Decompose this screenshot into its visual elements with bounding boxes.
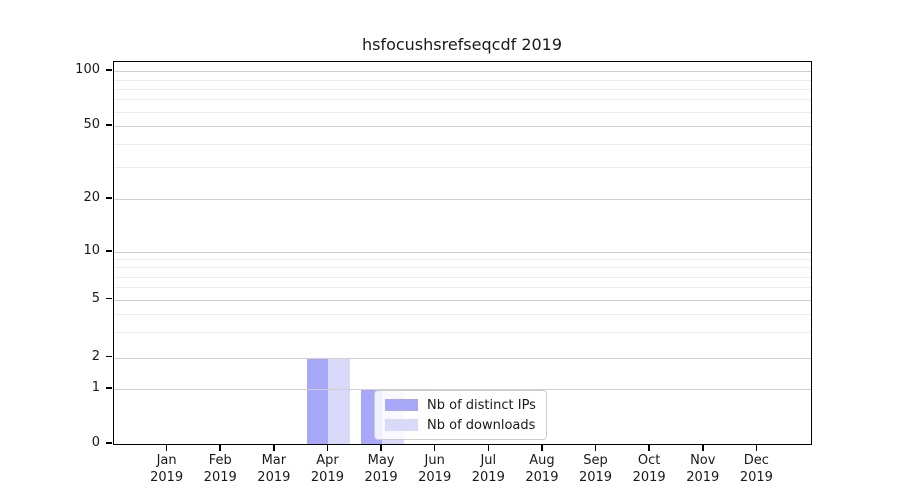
major-gridline-50 — [114, 126, 811, 128]
x-tick-label-sep: Sep 2019 — [578, 453, 613, 485]
major-gridline-100 — [114, 71, 811, 73]
y-tick-mark-50 — [106, 124, 112, 126]
x-tick-label-mar: Mar 2019 — [257, 453, 291, 485]
x-tick-mark-aug — [541, 444, 543, 451]
minor-gridline-90 — [114, 79, 811, 81]
legend-label: Nb of distinct IPs — [427, 397, 536, 413]
y-tick-label-10: 10 — [83, 243, 100, 259]
x-tick-label-dec: Dec 2019 — [739, 453, 773, 485]
bar-nb-of-distinct-ips-apr — [306, 357, 329, 444]
x-tick-label-jul: Jul 2019 — [471, 453, 505, 485]
legend-label: Nb of downloads — [427, 417, 536, 433]
minor-gridline-3 — [114, 331, 811, 333]
y-tick-mark-5 — [106, 297, 112, 300]
y-tick-label-100: 100 — [75, 62, 100, 78]
x-tick-mark-oct — [648, 444, 650, 451]
bar-nb-of-downloads-apr — [328, 357, 350, 444]
x-tick-mark-mar — [273, 444, 275, 451]
x-tick-mark-jan — [165, 444, 168, 451]
x-tick-label-jan: Jan 2019 — [150, 453, 184, 485]
y-tick-label-5: 5 — [91, 290, 100, 306]
x-tick-mark-sep — [594, 444, 597, 451]
y-tick-label-2: 2 — [91, 348, 100, 364]
minor-gridline-4 — [114, 313, 811, 315]
x-tick-mark-apr — [326, 444, 329, 451]
x-tick-label-may: May 2019 — [364, 453, 398, 485]
legend-swatch — [385, 399, 418, 411]
x-tick-mark-jul — [487, 444, 490, 451]
major-gridline-2 — [114, 357, 811, 359]
x-tick-label-jun: Jun 2019 — [418, 453, 452, 485]
minor-gridline-80 — [114, 88, 811, 90]
x-tick-label-nov: Nov 2019 — [686, 453, 720, 485]
minor-gridline-60 — [114, 111, 811, 113]
major-gridline-1 — [114, 388, 811, 390]
minor-gridline-70 — [114, 99, 811, 101]
minor-gridline-6 — [114, 287, 811, 289]
x-tick-label-aug: Aug 2019 — [525, 453, 559, 485]
x-tick-mark-feb — [219, 444, 221, 451]
y-tick-label-50: 50 — [83, 117, 100, 133]
minor-gridline-9 — [114, 259, 811, 261]
x-tick-mark-jun — [433, 444, 436, 451]
minor-gridline-8 — [114, 267, 811, 269]
minor-gridline-7 — [114, 276, 811, 278]
major-gridline-5 — [114, 299, 811, 301]
legend-swatch — [385, 419, 418, 431]
chart-title: hsfocushsrefseqcdf 2019 — [361, 35, 563, 54]
y-tick-label-20: 20 — [83, 189, 100, 205]
major-gridline-20 — [114, 198, 811, 200]
y-tick-mark-2 — [106, 355, 112, 358]
y-tick-mark-1 — [106, 387, 112, 389]
y-tick-mark-100 — [106, 69, 112, 71]
minor-gridline-30 — [114, 166, 811, 168]
x-tick-mark-dec — [755, 444, 758, 451]
major-gridline-10 — [114, 252, 811, 254]
x-tick-label-feb: Feb 2019 — [203, 453, 237, 485]
x-tick-label-apr: Apr 2019 — [310, 453, 344, 485]
minor-gridline-40 — [114, 143, 811, 145]
y-tick-label-1: 1 — [91, 379, 100, 395]
legend-entry-nb-of-distinct-ips: Nb of distinct IPs — [385, 397, 536, 413]
x-tick-mark-may — [380, 444, 382, 451]
plot-area — [113, 61, 812, 445]
y-tick-label-0: 0 — [91, 435, 100, 450]
x-tick-mark-nov — [702, 444, 704, 451]
x-tick-label-oct: Oct 2019 — [632, 453, 666, 485]
y-tick-mark-10 — [106, 250, 112, 252]
y-tick-mark-20 — [106, 197, 112, 199]
legend: Nb of distinct IPs Nb of downloads — [374, 390, 547, 440]
legend-entry-nb-of-downloads: Nb of downloads — [385, 417, 536, 433]
y-tick-mark-0 — [106, 442, 112, 444]
